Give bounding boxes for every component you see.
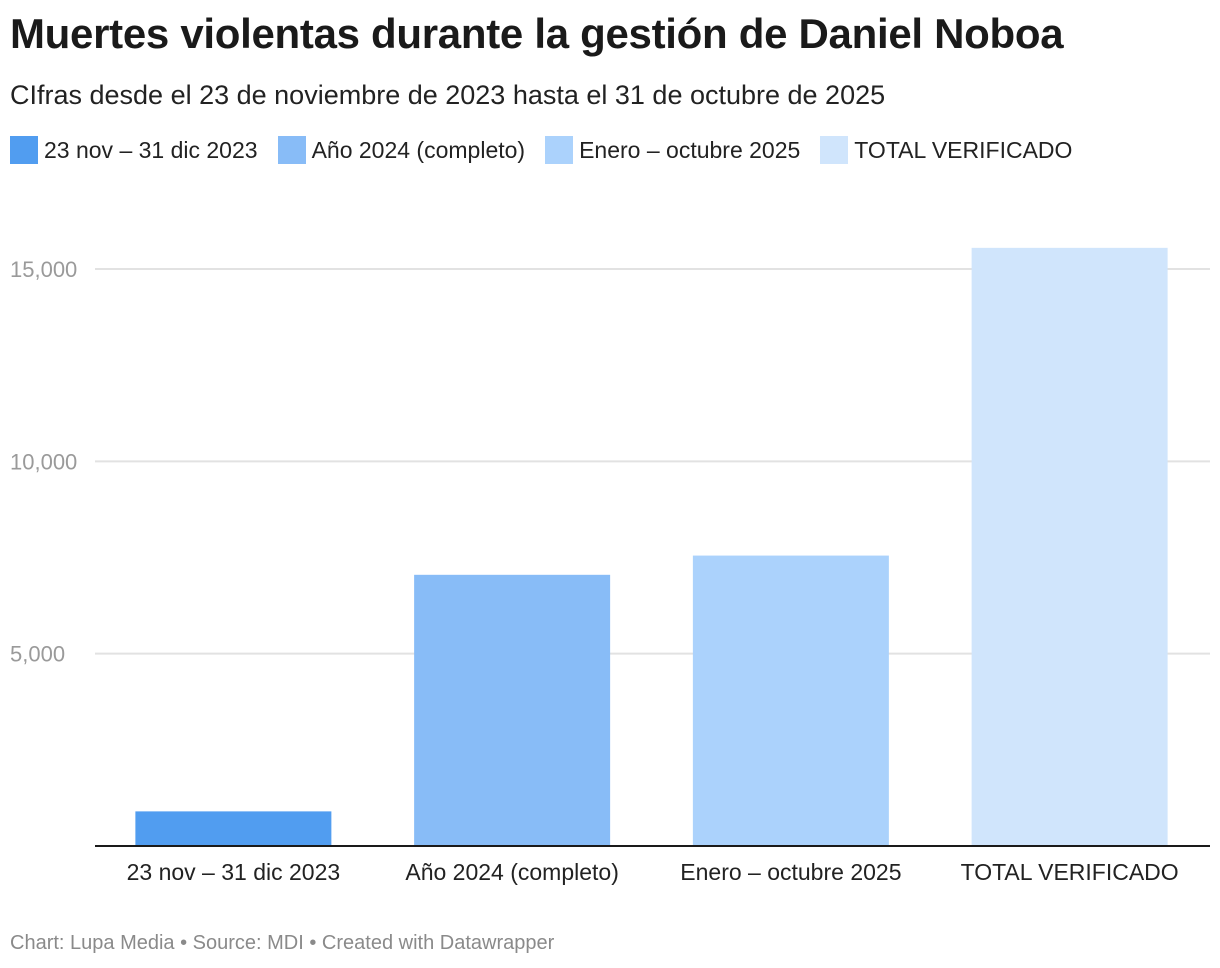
footer-credit: Chart: Lupa Media <box>10 932 175 954</box>
y-tick-label: 15,000 <box>10 257 77 282</box>
legend-item: TOTAL VERIFICADO <box>820 136 1072 164</box>
legend-label: 23 nov – 31 dic 2023 <box>44 136 258 163</box>
legend-item: Enero – octubre 2025 <box>545 136 800 164</box>
chart-subtitle: CIfras desde el 23 de noviembre de 2023 … <box>10 80 886 110</box>
legend-swatch <box>10 136 38 164</box>
footer: Chart: Lupa Media • Source: MDI • Create… <box>10 932 554 955</box>
x-tick-label: 23 nov – 31 dic 2023 <box>127 859 341 885</box>
bar <box>414 574 611 846</box>
legend-label: Año 2024 (completo) <box>311 136 526 163</box>
y-tick-label: 5,000 <box>10 642 65 667</box>
legend-item: Año 2024 (completo) <box>277 136 526 164</box>
bar <box>692 555 889 846</box>
bar <box>135 811 332 846</box>
x-tick-label: Enero – octubre 2025 <box>680 859 901 885</box>
bar <box>971 247 1168 847</box>
legend-swatch <box>545 136 574 164</box>
x-tick-label: Año 2024 (completo) <box>405 859 619 885</box>
legend-swatch <box>277 136 306 164</box>
footer-source: • Source: MDI <box>180 932 304 954</box>
y-tick-label: 10,000 <box>10 449 77 474</box>
x-tick-label: TOTAL VERIFICADO <box>961 859 1179 885</box>
chart-title: Muertes violentas durante la gestión de … <box>10 10 1064 57</box>
legend-label: TOTAL VERIFICADO <box>854 136 1073 163</box>
legend-label: Enero – octubre 2025 <box>579 136 801 163</box>
footer-created-with: • Created with Datawrapper <box>309 932 555 954</box>
legend-item: 23 nov – 31 dic 2023 <box>10 136 258 164</box>
legend: 23 nov – 31 dic 2023 Año 2024 (completo)… <box>10 136 1092 164</box>
legend-swatch <box>820 136 849 164</box>
